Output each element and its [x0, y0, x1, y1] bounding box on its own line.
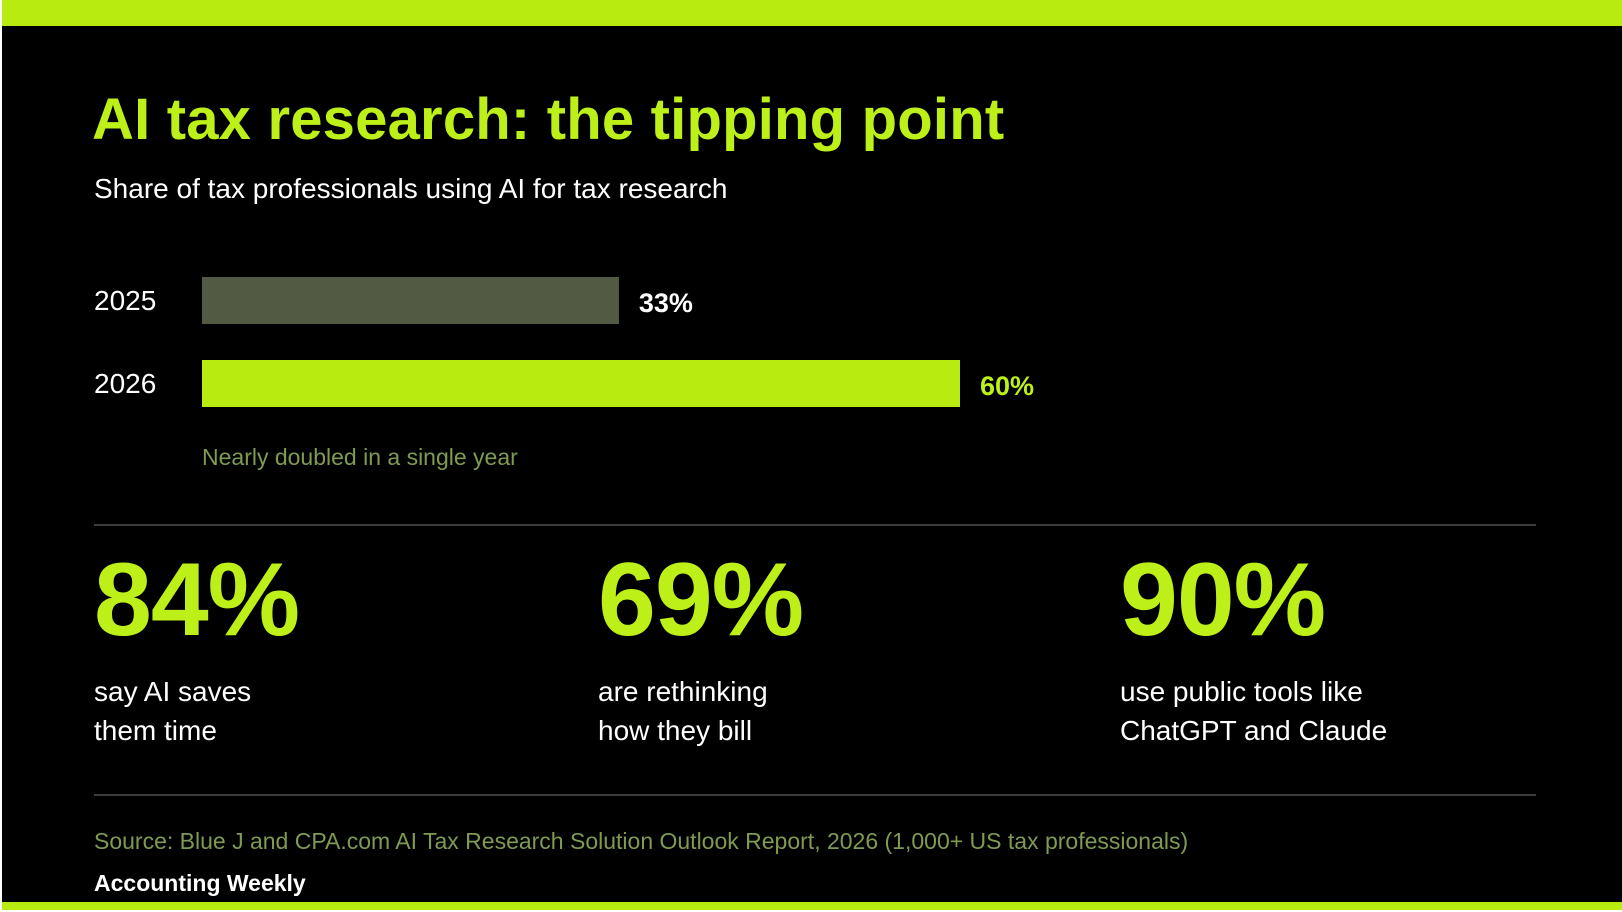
bar-chart: 2025 33% 2026 60% — [94, 277, 1034, 407]
divider-top — [94, 524, 1536, 526]
bar-2025 — [202, 277, 619, 324]
category-label-2026: 2026 — [94, 368, 156, 399]
stat-value: 84% — [94, 542, 300, 658]
source-note: Source: Blue J and CPA.com AI Tax Resear… — [94, 828, 1189, 854]
category-label-2025: 2025 — [94, 285, 156, 316]
stat-value: 69% — [598, 542, 804, 658]
stat-time-saved: 84% say AI saves them time — [94, 542, 300, 750]
stat-label: use public tools like ChatGPT and Claude — [1120, 676, 1388, 746]
stat-public-tools: 90% use public tools like ChatGPT and Cl… — [1120, 548, 1387, 750]
bar-2026 — [202, 360, 960, 407]
page-title: AI tax research: the tipping point — [92, 87, 1005, 152]
value-label-2025: 33% — [639, 288, 693, 318]
page-subtitle: Share of tax professionals using AI for … — [94, 173, 728, 204]
stat-label: are rethinking how they bill — [598, 676, 768, 746]
top-accent-band — [2, 0, 1622, 26]
publisher-name: Accounting Weekly — [94, 870, 306, 896]
stat-label: say AI saves them time — [94, 676, 252, 746]
value-label-2026: 60% — [980, 371, 1034, 401]
stat-billing: 69% are rethinking how they bill — [598, 542, 804, 750]
divider-bottom — [94, 794, 1536, 796]
chart-annotation: Nearly doubled in a single year — [202, 444, 518, 470]
stat-value: 90% — [1120, 542, 1326, 658]
bottom-accent-band — [2, 902, 1622, 910]
